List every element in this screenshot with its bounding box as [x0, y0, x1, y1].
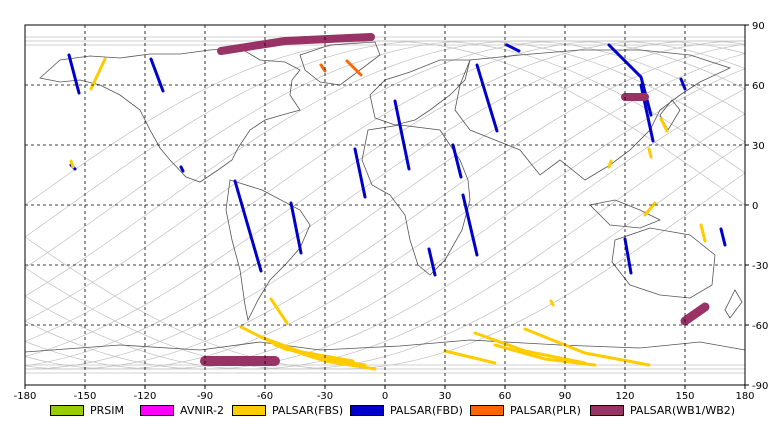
x-tick-label: 180: [735, 391, 754, 402]
legend-swatch: [590, 404, 624, 416]
legend-item: PRSIM: [50, 402, 124, 418]
swath-palsar-fbd: [475, 63, 499, 133]
swath-palsar-wb1-wb2: [217, 33, 375, 55]
coastlines: [24, 41, 746, 353]
legend-label: PALSAR(FBD): [390, 403, 463, 417]
swath-palsar-fbs: [549, 299, 555, 307]
swath-palsar-fbd: [623, 237, 633, 275]
swath-palsar-fbs: [69, 159, 75, 169]
y-tick-label: 0: [752, 201, 758, 212]
y-tick-label: -90: [752, 381, 768, 392]
y-tick-label: 60: [752, 81, 765, 92]
legend-item: PALSAR(WB1/WB2): [590, 402, 735, 418]
swath-palsar-fbd: [353, 147, 367, 199]
coast-new-zealand: [724, 289, 743, 319]
swath-palsar-fbd: [607, 43, 653, 117]
x-tick-label: 30: [439, 391, 452, 402]
y-tick-label: 90: [752, 21, 765, 32]
swath-palsar-fbd: [149, 57, 165, 93]
y-tick-label: 30: [752, 141, 765, 152]
x-tick-label: -30: [317, 391, 333, 402]
coast-asia: [454, 49, 732, 181]
legend-swatch: [50, 404, 84, 416]
lat-lon-grid: [25, 25, 745, 385]
y-tick-label: -60: [752, 321, 768, 332]
x-tick-label: -60: [257, 391, 273, 402]
swath-palsar-fbs: [473, 331, 587, 365]
coast-north-america: [39, 47, 301, 183]
swath-palsar-fbs: [699, 223, 707, 243]
legend-swatch: [350, 404, 384, 416]
swath-palsar-fbd: [427, 247, 437, 277]
x-tick-label: -150: [74, 391, 97, 402]
legend-item: PALSAR(FBS): [232, 402, 343, 418]
legend-item: AVNIR-2: [140, 402, 224, 418]
swath-palsar-fbd: [233, 179, 263, 273]
swath-palsar-fbs: [269, 297, 289, 325]
legend-swatch: [232, 404, 266, 416]
swath-palsar-fbs: [643, 201, 657, 217]
swath-palsar-fbs: [493, 343, 597, 367]
coast-antarctica: [24, 339, 746, 353]
legend-label: PALSAR(PLR): [510, 403, 581, 417]
coast-indonesia: [589, 199, 661, 229]
coast-south-america: [225, 179, 311, 322]
swath-palsar-fbd: [451, 143, 463, 179]
swath-palsar-wb1-wb2: [680, 302, 710, 326]
orbit-track: [24, 40, 746, 367]
swath-palsar-fbd: [393, 99, 411, 171]
coast-australia: [611, 227, 716, 299]
y-tick-label: -30: [752, 261, 768, 272]
x-tick-label: 120: [615, 391, 634, 402]
x-tick-label: -180: [14, 391, 37, 402]
swath-palsar-fbs: [607, 159, 613, 169]
x-tick-label: -90: [197, 391, 213, 402]
legend-swatch: [470, 404, 504, 416]
swath-palsar-fbd: [67, 53, 81, 95]
longitude-tick-labels: -180 -150 -120 -90 -60 -30 0 30 60 90 120 150 180: [14, 385, 755, 402]
swath-palsar-fbs: [89, 57, 107, 91]
legend-item: PALSAR(FBD): [350, 402, 463, 418]
legend-item: PALSAR(PLR): [470, 402, 581, 418]
latitude-tick-labels: 90 60 30 0 -30 -60 -90: [745, 21, 768, 392]
orbit-track: [24, 40, 746, 357]
x-tick-label: 90: [559, 391, 572, 402]
legend-label: PALSAR(FBS): [272, 403, 344, 417]
swath-palsar-fbd: [505, 43, 521, 53]
acquisition-swaths: [67, 33, 727, 371]
x-tick-label: -120: [134, 391, 157, 402]
x-tick-label: 60: [499, 391, 512, 402]
coast-europe: [369, 59, 471, 126]
swath-palsar-fbd: [719, 227, 727, 247]
swath-palsar-fbs: [647, 147, 653, 159]
legend-label: PALSAR(WB1/WB2): [630, 403, 736, 417]
x-tick-label: 0: [382, 391, 388, 402]
swath-palsar-fbs: [443, 349, 497, 365]
swath-palsar-fbd: [461, 193, 479, 257]
swath-palsar-fbd: [289, 201, 303, 255]
coast-greenland: [299, 41, 381, 86]
legend-label: PRSIM: [90, 403, 124, 417]
swath-palsar-plr: [319, 63, 327, 73]
swath-palsar-plr: [345, 59, 363, 77]
swath-palsar-fbs: [659, 117, 669, 133]
swath-palsar-fbd: [679, 77, 687, 91]
legend-label: AVNIR-2: [180, 403, 224, 417]
coast-africa: [361, 124, 471, 276]
swath-palsar-fbd: [179, 165, 185, 173]
x-tick-label: 150: [675, 391, 694, 402]
swath-palsar-fbs: [523, 327, 651, 367]
legend-swatch: [140, 404, 174, 416]
legend: PRSIM AVNIR-2 PALSAR(FBS) PALSAR(FBD) PALSAR…: [0, 402, 770, 420]
